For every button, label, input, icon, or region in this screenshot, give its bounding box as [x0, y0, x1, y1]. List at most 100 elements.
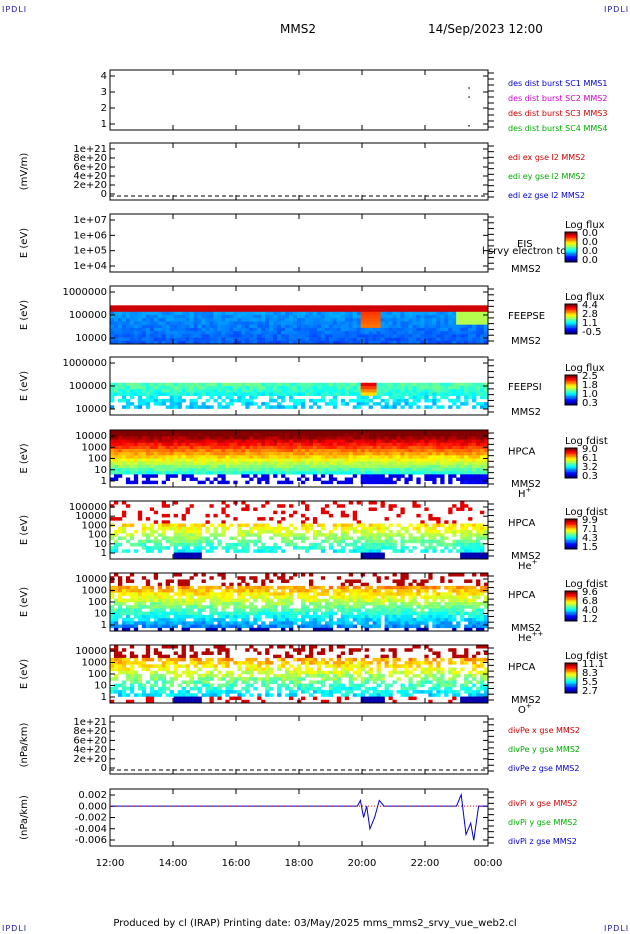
- spectrogram-cell: [205, 452, 210, 456]
- y-axis-label: (mV/m): [19, 153, 30, 191]
- spectrogram-cell: [312, 468, 318, 472]
- spectrogram-cell: [133, 464, 139, 469]
- spectrogram-cell: [300, 315, 306, 319]
- spectrogram-cell: [121, 449, 127, 453]
- spectrogram-cell: [193, 315, 198, 319]
- spectrogram-cell: [476, 337, 481, 342]
- spectrogram-cell: [432, 324, 437, 329]
- spectrogram-cell: [213, 324, 218, 329]
- spectrogram-cell: [408, 402, 413, 406]
- spectrogram-cell: [265, 439, 270, 443]
- spectrogram-cell: [289, 315, 294, 319]
- spectrogram-cell: [117, 324, 123, 329]
- spectrogram-cell: [233, 334, 238, 338]
- spectrogram-cell: [213, 331, 218, 335]
- spectrogram-cell: [380, 389, 385, 393]
- spectrogram-cell: [221, 392, 226, 396]
- spectrogram-cell: [376, 468, 381, 472]
- spectrogram-cell: [340, 331, 346, 335]
- spectrogram-cell: [436, 321, 441, 325]
- spectrogram-cell: [460, 471, 465, 475]
- spectrogram-cell: [257, 533, 262, 537]
- spectrogram-cell: [209, 436, 214, 440]
- spectrogram-cell: [412, 546, 417, 550]
- spectrogram-cell: [384, 464, 389, 469]
- spectrogram-cell: [173, 436, 178, 440]
- spectrogram-cell: [209, 311, 214, 316]
- spectrogram-cell: [380, 315, 385, 319]
- spectrogram-cell: [213, 526, 218, 531]
- spectrogram-cell: [173, 526, 178, 531]
- spectrogram-cell: [304, 321, 310, 325]
- spectrogram-cell: [141, 442, 147, 447]
- spectrogram-cell: [265, 331, 270, 335]
- spectrogram-cell: [197, 552, 202, 557]
- spectrogram-cell: [436, 471, 441, 475]
- spectrogram-cell: [153, 311, 159, 316]
- spectrogram-cell: [177, 602, 182, 606]
- spectrogram-cell: [137, 442, 143, 447]
- spectrogram-cell: [173, 439, 178, 443]
- spectrogram-cell: [173, 513, 178, 518]
- spectrogram-cell: [217, 308, 222, 313]
- colorbar-segment: [565, 250, 577, 252]
- spectrogram-cell: [428, 461, 433, 466]
- spectrogram-cell: [372, 546, 377, 550]
- spectrogram-cell: [484, 555, 489, 560]
- spectrogram-cell: [133, 598, 139, 603]
- spectrogram-cell: [161, 315, 167, 319]
- spectrogram-cell: [376, 555, 381, 560]
- spectrogram-cell: [316, 523, 322, 528]
- spectrogram-cell: [312, 461, 318, 466]
- spectrogram-cell: [149, 337, 155, 342]
- spectrogram-cell: [145, 436, 151, 440]
- spectrogram-cell: [420, 455, 425, 459]
- spectrogram-cell: [352, 308, 357, 313]
- spectrogram-cell: [133, 389, 139, 393]
- spectrogram-cell: [300, 337, 306, 342]
- spectrogram-cell: [460, 389, 465, 393]
- spectrogram-cell: [400, 510, 405, 515]
- spectrogram-cell: [257, 455, 262, 459]
- spectrogram-cell: [185, 589, 190, 593]
- spectrogram-cell: [456, 389, 461, 393]
- spectrogram-cell: [217, 452, 222, 456]
- spectrogram-cell: [348, 433, 354, 437]
- spectrogram-cell: [312, 474, 318, 478]
- spectrogram-cell: [312, 402, 318, 406]
- spectrogram-cell: [448, 455, 453, 459]
- spectrogram-cell: [165, 536, 170, 540]
- spectrogram-cell: [352, 458, 357, 462]
- spectrogram-cell: [213, 449, 218, 453]
- spectrogram-cell: [472, 455, 477, 459]
- spectrogram-cell: [300, 392, 306, 396]
- spectrogram-cell: [352, 549, 357, 553]
- spectrogram-cell: [412, 430, 417, 434]
- spectrogram-cell: [384, 337, 389, 342]
- spectrogram-cell: [368, 442, 373, 447]
- spectrogram-cell: [281, 608, 286, 612]
- spectrogram-cell: [129, 461, 135, 466]
- spectrogram-cell: [261, 449, 266, 453]
- spectrogram-cell: [133, 331, 139, 335]
- spectrogram-cell: [181, 442, 186, 447]
- spectrogram-cell: [221, 582, 226, 587]
- spectrogram-cell: [110, 455, 115, 459]
- spectrogram-cell: [229, 546, 234, 550]
- spectrogram-cell: [193, 552, 198, 557]
- spectrogram-cell: [249, 315, 254, 319]
- spectrogram-cell: [468, 327, 473, 332]
- spectrogram-cell: [420, 315, 425, 319]
- spectrogram-cell: [384, 517, 389, 521]
- spectrogram-cell: [177, 468, 182, 472]
- spectrogram-cell: [316, 321, 322, 325]
- y-tick-label: 1e+07: [73, 215, 107, 226]
- y-tick-label: 3: [101, 87, 107, 98]
- spectrogram-cell: [316, 311, 322, 316]
- spectrogram-cell: [316, 334, 322, 338]
- spectrogram-cell: [468, 464, 473, 469]
- spectrogram-cell: [189, 611, 194, 616]
- spectrogram-cell: [121, 331, 127, 335]
- spectrogram-cell: [388, 452, 393, 456]
- spectrogram-cell: [269, 592, 274, 596]
